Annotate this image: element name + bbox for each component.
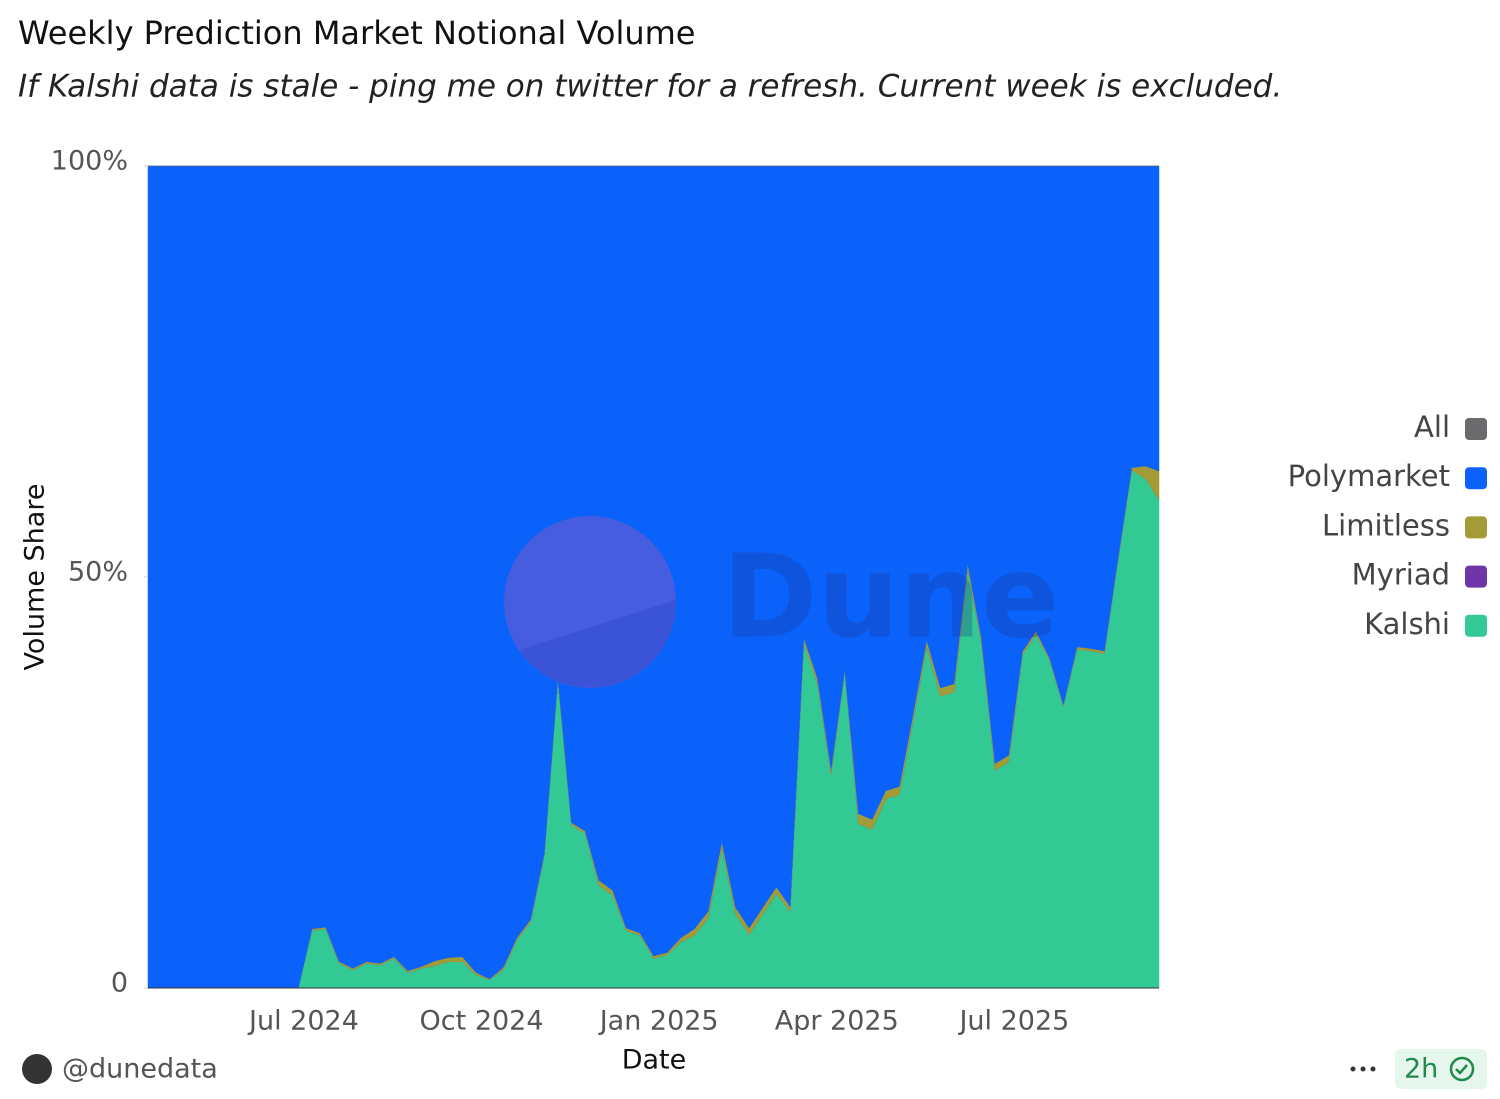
x-tick-label: Jul 2024 — [247, 1006, 359, 1037]
author-handle[interactable]: @dunedata — [62, 1054, 218, 1085]
legend-swatch — [1465, 614, 1487, 637]
y-tick-label: 50% — [68, 557, 128, 588]
author-avatar[interactable] — [22, 1054, 52, 1084]
legend-swatch — [1465, 516, 1487, 539]
watermark-logo-half — [519, 600, 677, 688]
legend-swatch — [1465, 565, 1487, 588]
x-tick-label: Apr 2025 — [775, 1006, 899, 1037]
y-tick-label: 0 — [111, 968, 128, 999]
refresh-age: 2h — [1404, 1054, 1438, 1085]
more-menu[interactable] — [1350, 1066, 1376, 1072]
legend-label: Limitless — [1322, 508, 1450, 542]
x-tick-label: Jan 2025 — [598, 1006, 719, 1037]
check-icon — [1449, 1056, 1475, 1082]
legend-swatch — [1465, 467, 1487, 490]
x-axis-label: Date — [622, 1045, 687, 1076]
chart-title: Weekly Prediction Market Notional Volume — [18, 14, 695, 52]
y-tick-label: 100% — [51, 146, 128, 177]
x-tick-label: Jul 2025 — [957, 1006, 1069, 1037]
legend-label: Myriad — [1352, 558, 1450, 592]
x-tick-label: Oct 2024 — [420, 1006, 544, 1037]
watermark-logo — [504, 516, 676, 688]
legend-label: Kalshi — [1364, 607, 1450, 641]
legend-swatch — [1465, 418, 1487, 440]
watermark-text: Dune — [722, 531, 1059, 665]
legend-label: Polymarket — [1288, 459, 1450, 493]
y-axis-label: Volume Share — [20, 484, 51, 671]
chart-subtitle: If Kalshi data is stale - ping me on twi… — [18, 69, 1282, 105]
legend-label: All — [1414, 410, 1450, 444]
